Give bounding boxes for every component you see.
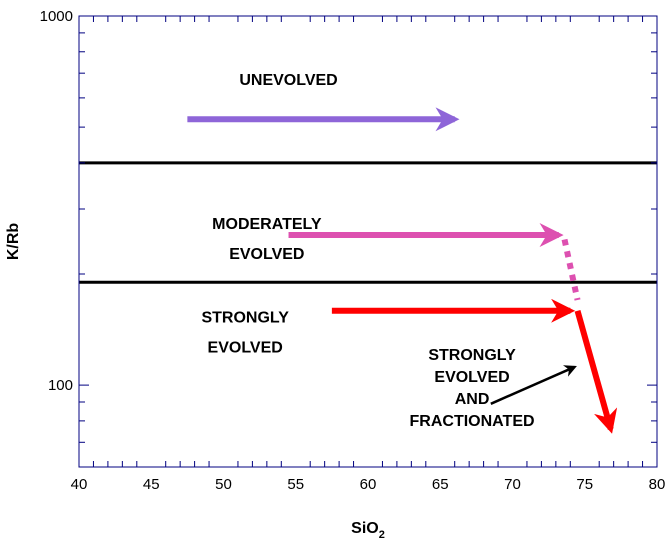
x-axis-title-subscript: 2 (379, 529, 385, 541)
plot-frame (78, 15, 658, 468)
x-tick-label: 55 (287, 476, 304, 493)
x-tick-label: 45 (143, 476, 160, 493)
field-label: STRONGLY EVOLVED (201, 309, 289, 356)
annotation-label: STRONGLY EVOLVED AND FRACTIONATED (410, 347, 535, 430)
x-axis-title-main: SiO (351, 520, 379, 537)
tick-layer (79, 15, 657, 468)
annotation-pointer-arrow (490, 365, 577, 405)
trend-dotted-segment (561, 238, 581, 301)
field-label: UNEVOLVED (239, 72, 337, 89)
field-label: MODERATELY EVOLVED (212, 216, 322, 263)
x-tick-label: 70 (504, 476, 521, 493)
y-axis-title: K/Rb (5, 223, 22, 261)
field-label-line: EVOLVED (208, 339, 283, 356)
x-tick-label: 75 (576, 476, 593, 493)
trend-arrow (574, 309, 618, 434)
series-layer (79, 107, 657, 434)
annotation-line: AND (455, 391, 490, 408)
annotation-line: STRONGLY (428, 347, 516, 364)
field-label-line: EVOLVED (229, 246, 304, 263)
y-tick-label: 1000 (40, 8, 73, 25)
label-layer: 40 45 50 55 60 65 70 75 80 100 1000 UNEVOLVED MODERA… (40, 8, 666, 493)
x-tick-label: 50 (215, 476, 232, 493)
x-tick-label: 80 (649, 476, 666, 493)
x-axis-title: SiO2 (351, 520, 385, 541)
annotation-line: FRACTIONATED (410, 413, 535, 430)
x-tick-label: 40 (71, 476, 88, 493)
annotation-line: EVOLVED (434, 369, 509, 386)
field-label-line: STRONGLY (201, 309, 289, 326)
x-tick-label: 60 (360, 476, 377, 493)
y-tick-label: 100 (48, 377, 73, 394)
field-label-line: UNEVOLVED (239, 72, 337, 89)
field-label-line: MODERATELY (212, 216, 322, 233)
x-tick-label: 65 (432, 476, 449, 493)
